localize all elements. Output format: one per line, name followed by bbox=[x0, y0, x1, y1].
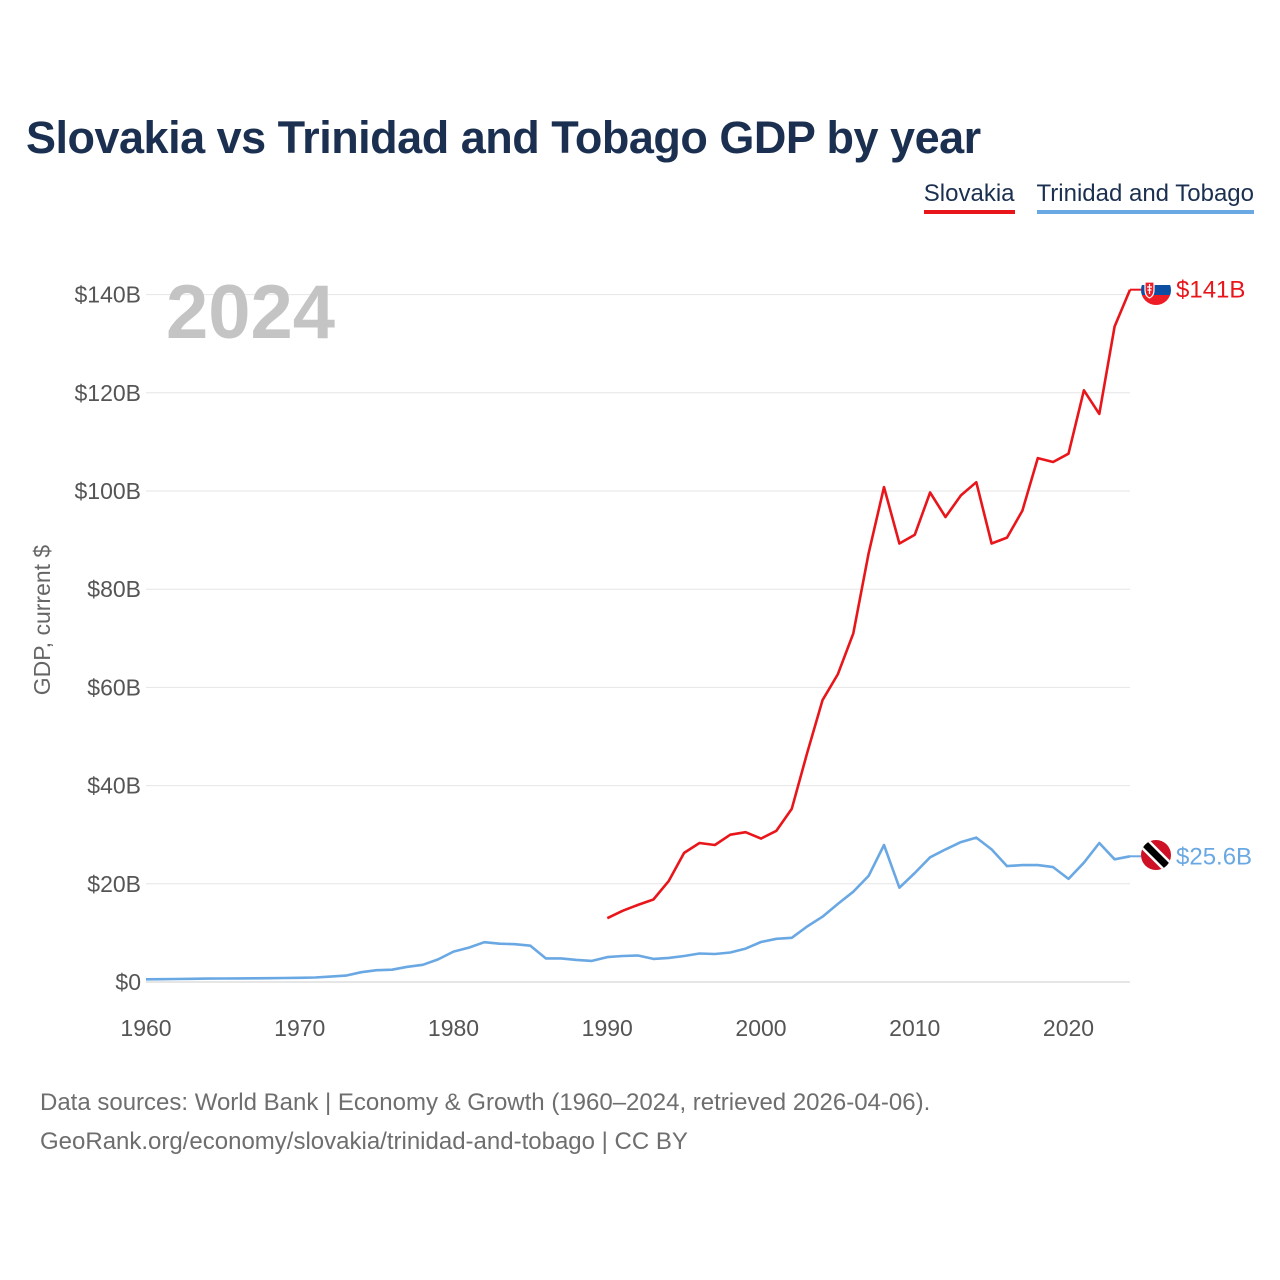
x-tick-label: 2020 bbox=[1043, 1015, 1094, 1041]
x-tick-label: 1990 bbox=[582, 1015, 633, 1041]
y-tick-label: $100B bbox=[74, 478, 141, 504]
x-tick-label: 1980 bbox=[428, 1015, 479, 1041]
x-tick-label: 1970 bbox=[274, 1015, 325, 1041]
legend: Slovakia Trinidad and Tobago bbox=[923, 180, 1254, 214]
year-label: 2024 bbox=[166, 270, 335, 355]
y-axis-label: GDP, current $ bbox=[29, 545, 55, 696]
slovakia-flag-icon bbox=[1141, 275, 1171, 305]
legend-item-slovakia[interactable]: Slovakia bbox=[923, 180, 1015, 214]
chart-title: Slovakia vs Trinidad and Tobago GDP by y… bbox=[26, 112, 981, 163]
y-tick-label: $60B bbox=[87, 674, 141, 700]
footer-url-line[interactable]: GeoRank.org/economy/slovakia/trinidad-an… bbox=[40, 1128, 688, 1155]
y-tick-label: $140B bbox=[74, 282, 141, 308]
series-line-slovakia[interactable] bbox=[606, 289, 1132, 920]
series-lines bbox=[145, 288, 1141, 981]
y-tick-label: $40B bbox=[87, 773, 141, 799]
y-tick-label: $80B bbox=[87, 576, 141, 602]
footer-sources-line: Data sources: World Bank | Economy & Gro… bbox=[40, 1089, 931, 1116]
series-line-trinidad-and-tobago[interactable] bbox=[145, 836, 1131, 981]
series-end-markers: $141B $25.6B bbox=[1141, 275, 1252, 870]
y-tick-label: $20B bbox=[87, 871, 141, 897]
series-end-label-slovakia: $141B bbox=[1176, 277, 1245, 304]
legend-item-trinidad-and-tobago[interactable]: Trinidad and Tobago bbox=[1036, 180, 1254, 214]
x-tick-label: 2000 bbox=[735, 1015, 786, 1041]
x-tick-label: 1960 bbox=[120, 1015, 171, 1041]
y-axis-ticks: $0 $20B $40B $60B $80B $100B $120B $140B bbox=[74, 282, 141, 995]
y-tick-label: $0 bbox=[115, 969, 141, 995]
gridlines bbox=[146, 294, 1130, 983]
footer-sources: Data sources: World Bank | Economy & Gro… bbox=[40, 1083, 930, 1161]
y-tick-label: $120B bbox=[74, 380, 141, 406]
trinidad-and-tobago-flag-icon bbox=[1141, 840, 1171, 870]
x-tick-label: 2010 bbox=[889, 1015, 940, 1041]
series-end-label-trinidad-and-tobago: $25.6B bbox=[1176, 843, 1252, 870]
x-axis-ticks: 1960 1970 1980 1990 2000 2010 2020 bbox=[120, 1015, 1094, 1041]
